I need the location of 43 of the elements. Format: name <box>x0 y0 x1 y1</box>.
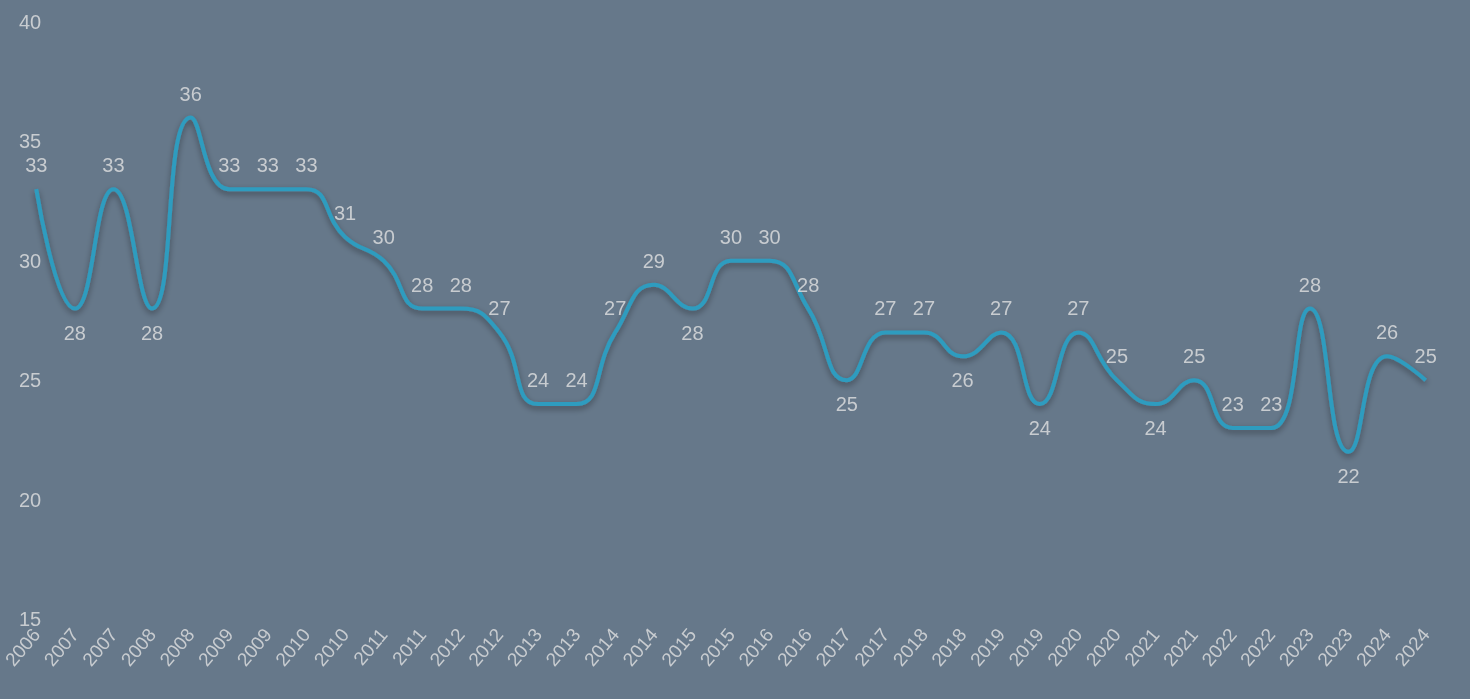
data-label: 25 <box>1183 345 1206 368</box>
data-label: 30 <box>758 225 781 248</box>
data-label: 27 <box>604 297 627 320</box>
data-label: 28 <box>63 321 86 344</box>
data-label: 27 <box>1067 297 1090 320</box>
data-label: 27 <box>912 297 936 320</box>
data-label: 23 <box>1221 392 1244 415</box>
data-label: 36 <box>179 82 202 105</box>
y-tick-label: 15 <box>18 608 42 630</box>
y-tick-label: 35 <box>18 130 42 153</box>
data-label: 28 <box>449 273 472 296</box>
data-label: 28 <box>140 321 164 344</box>
y-tick-label: 30 <box>18 249 42 272</box>
data-label: 33 <box>25 154 48 177</box>
data-label: 27 <box>874 297 897 320</box>
data-label: 24 <box>565 369 588 392</box>
data-label: 25 <box>835 393 858 416</box>
y-tick-label: 25 <box>18 369 42 392</box>
data-label: 33 <box>218 154 241 177</box>
data-label: 25 <box>1105 345 1129 368</box>
data-label: 33 <box>295 154 318 177</box>
y-tick-label: 20 <box>18 488 42 511</box>
data-label: 33 <box>256 154 279 177</box>
data-label: 31 <box>333 201 357 224</box>
data-label: 27 <box>488 297 511 320</box>
data-label: 22 <box>1337 464 1360 487</box>
data-label: 28 <box>1298 273 1322 296</box>
data-label: 30 <box>719 225 743 248</box>
data-label: 24 <box>1028 417 1051 440</box>
data-label: 28 <box>797 273 820 296</box>
data-label: 28 <box>411 273 434 296</box>
data-label: 29 <box>642 249 665 272</box>
data-label: 24 <box>1144 417 1167 440</box>
data-label: 30 <box>372 225 395 248</box>
data-label: 28 <box>681 321 704 344</box>
data-label: 26 <box>1375 321 1399 344</box>
data-label: 27 <box>990 297 1013 320</box>
data-label: 23 <box>1260 392 1283 415</box>
y-tick-label: 40 <box>18 11 42 33</box>
data-label: 33 <box>102 154 125 177</box>
data-label: 25 <box>1414 345 1437 368</box>
data-label: 24 <box>526 369 550 392</box>
data-label: 26 <box>951 369 974 392</box>
